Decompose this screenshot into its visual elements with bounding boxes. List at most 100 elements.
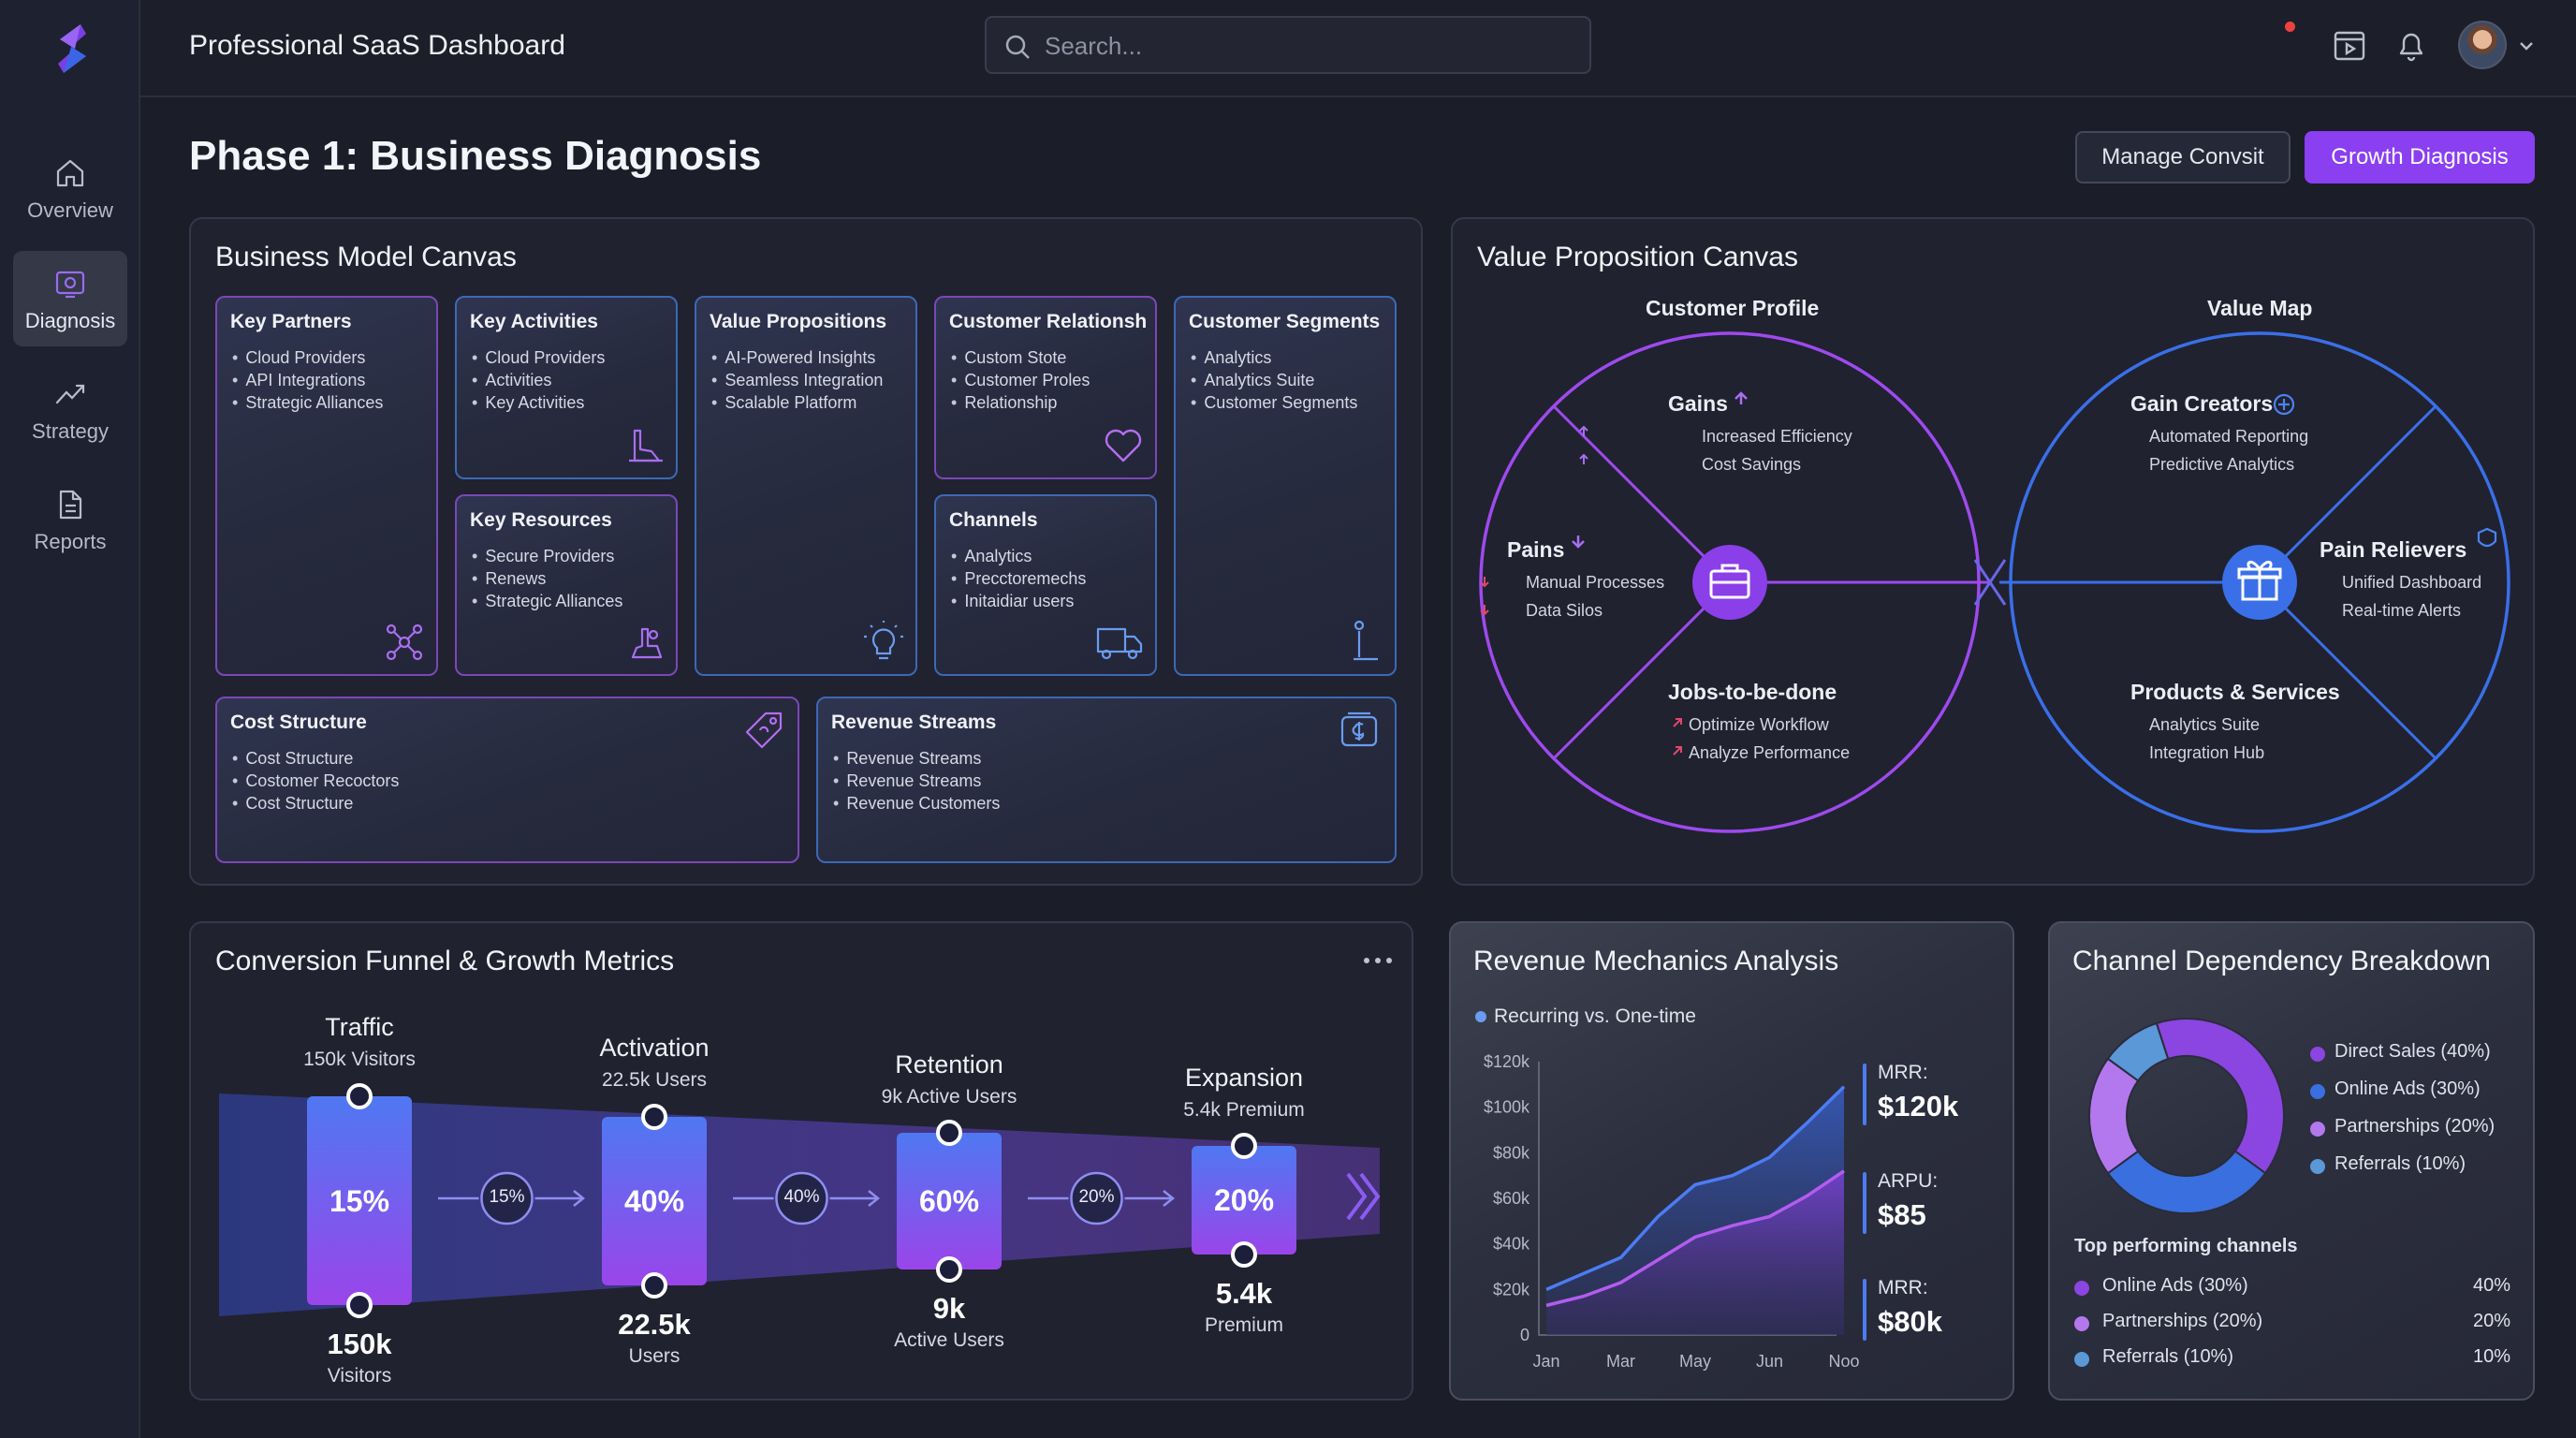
bmc-key-resources[interactable]: Key Resources Secure ProvidersRenewsStra…: [455, 494, 678, 676]
bmc-value-propositions[interactable]: Value Propositions AI-Powered InsightsSe…: [695, 296, 917, 676]
nav-item-overview[interactable]: Overview: [13, 140, 127, 236]
bmc-customer-relationships[interactable]: Customer Relationshi... Custom StoteCust…: [934, 296, 1157, 479]
products-title: Products & Services: [2130, 680, 2340, 704]
list-item: Revenue Streams: [833, 770, 1000, 792]
y-tick-label: $20k: [1493, 1280, 1530, 1299]
bmc-channels[interactable]: Channels AnalyticsPrecctoremechsInitaidi…: [934, 494, 1157, 676]
growth-diagnosis-button[interactable]: Growth Diagnosis: [2305, 131, 2535, 183]
top-channel-label: Partnerships (20%): [2102, 1311, 2263, 1331]
nav-item-diagnosis[interactable]: Diagnosis: [13, 251, 127, 346]
block-title: Customer Relationshi...: [949, 311, 1148, 332]
bmc-key-activities[interactable]: Key Activities Cloud ProvidersActivities…: [455, 296, 678, 479]
funnel-node: [346, 1292, 373, 1318]
x-tick-label: Noo: [1828, 1352, 1859, 1371]
customer-profile-label: Customer Profile: [1646, 296, 1820, 320]
list-item: Revenue Customers: [833, 792, 1000, 814]
list-item: Custom Stote: [951, 346, 1090, 369]
funnel-bar[interactable]: [1192, 1146, 1296, 1255]
calendar-play-icon[interactable]: [2331, 26, 2368, 64]
y-tick-label: $120k: [1484, 1052, 1530, 1071]
funnel-stage-subtitle: 5.4k Premium: [1183, 1099, 1305, 1121]
diagnosis-icon: [55, 271, 85, 299]
gains-arrow-icon: [1734, 391, 1748, 404]
funnel-stage-name: Retention: [895, 1050, 1003, 1078]
donut-slice-direct-sales[interactable]: [2155, 1018, 2285, 1175]
metric-value: $120k: [1878, 1090, 1959, 1123]
heart-icon: [1105, 429, 1142, 462]
vpc-diagram: [1479, 331, 2510, 833]
connector-badge: [480, 1171, 534, 1225]
pains-arrow-icon: [1572, 536, 1585, 549]
chevron-down-icon[interactable]: [2516, 36, 2537, 56]
nav-label: Strategy: [32, 419, 109, 443]
list-item: AI-Powered Insights: [711, 346, 883, 369]
chevron-right-icon: [1346, 1172, 1381, 1221]
funnel-bar[interactable]: [897, 1133, 1002, 1269]
metric-value: $80k: [1878, 1305, 1942, 1338]
trend-icon: [55, 384, 85, 404]
tag-icon: [745, 712, 783, 749]
top-channel-label: Online Ads (30%): [2102, 1275, 2248, 1296]
jobs-item: Analyze Performance: [1689, 743, 1851, 762]
page-title: Phase 1: Business Diagnosis: [189, 133, 762, 179]
block-title: Key Partners: [230, 311, 352, 332]
connector-arrow: [733, 1190, 881, 1207]
funnel-stage-percent: 60%: [918, 1184, 980, 1218]
down-arrow-icon: [1480, 577, 1489, 588]
user-avatar[interactable]: [2458, 21, 2507, 69]
legend-swatch: [2310, 1084, 2325, 1099]
gains-item: Increased Efficiency: [1702, 427, 1852, 446]
series-area-one-time: [1546, 1170, 1844, 1335]
list-item: Renews: [472, 567, 622, 590]
lightbulb-icon: [864, 621, 903, 660]
products-item: Analytics Suite: [2149, 715, 2261, 734]
manage-button[interactable]: Manage Convsit: [2075, 131, 2291, 183]
jobs-title: Jobs-to-be-done: [1668, 680, 1837, 704]
donut-chart: [2088, 1018, 2285, 1214]
list-item: Analytics Suite: [1191, 369, 1357, 391]
legend-swatch: [2310, 1047, 2325, 1062]
up-arrow-icon: [1579, 453, 1588, 464]
panel-title: Conversion Funnel & Growth Metrics: [215, 946, 675, 976]
legend-swatch: [2074, 1352, 2089, 1367]
bmc-revenue-streams[interactable]: Revenue Streams Revenue StreamsRevenue S…: [816, 697, 1397, 863]
list-item: Key Activities: [472, 391, 605, 414]
pains-item: Data Silos: [1526, 601, 1603, 620]
top-channel-value: 40%: [2472, 1275, 2510, 1296]
nav-item-reports[interactable]: Reports: [13, 472, 127, 567]
value-map-label: Value Map: [2207, 296, 2313, 320]
donut-slice-referrals[interactable]: [2106, 1021, 2170, 1082]
connector-badge: [775, 1171, 828, 1225]
search-box[interactable]: [985, 16, 1591, 74]
funnel-node: [936, 1120, 962, 1146]
y-tick-label: $60k: [1493, 1189, 1530, 1208]
legend-swatch: [2310, 1122, 2325, 1137]
funnel-bar[interactable]: [602, 1117, 707, 1285]
connector-arrow: [438, 1190, 586, 1207]
bmc-cost-structure[interactable]: Cost Structure Cost StructureCostomer Re…: [215, 697, 799, 863]
more-options-icon[interactable]: [1359, 951, 1397, 970]
legend-label: Online Ads (30%): [2334, 1078, 2481, 1099]
series-line-one-time: [1545, 1169, 1845, 1308]
metric-bar: [1863, 1064, 1866, 1125]
revenue-mechanics-panel: Revenue Mechanics Analysis Recurring vs.…: [1449, 921, 2014, 1401]
funnel-bar[interactable]: [307, 1096, 412, 1305]
connector-badge: [1070, 1171, 1123, 1225]
y-tick-label: $100k: [1484, 1098, 1530, 1117]
app-logo-icon[interactable]: [45, 21, 95, 77]
diagonal-arrow-icon: [1673, 718, 1682, 727]
bmc-key-partners[interactable]: Key Partners Cloud ProvidersAPI Integrat…: [215, 296, 438, 676]
funnel-stage-unit: Users: [628, 1345, 681, 1367]
connector-percent: 15%: [489, 1187, 525, 1207]
donut-slice-online-ads[interactable]: [2106, 1150, 2267, 1214]
nav-item-strategy[interactable]: Strategy: [13, 361, 127, 457]
funnel-node: [1231, 1133, 1257, 1159]
bmc-customer-segments[interactable]: Customer Segments AnalyticsAnalytics Sui…: [1174, 296, 1397, 676]
panel-title: Business Model Canvas: [215, 242, 517, 272]
down-arrow-icon: [1480, 605, 1489, 616]
search-input[interactable]: [1045, 27, 1569, 65]
metric-bar: [1863, 1279, 1866, 1341]
legend-label: Partnerships (20%): [2334, 1116, 2496, 1137]
gift-icon: [2237, 561, 2282, 601]
bell-icon[interactable]: [2393, 26, 2430, 64]
